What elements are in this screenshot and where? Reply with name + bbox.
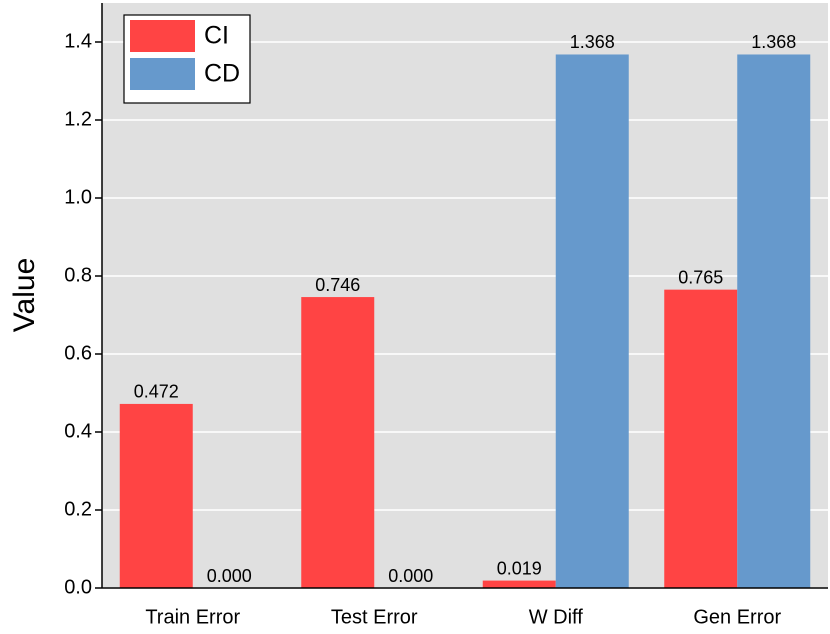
bar [301, 297, 375, 588]
bar [555, 54, 629, 589]
y-tick-label: 1.0 [64, 186, 92, 208]
x-tick-label: Gen Error [693, 606, 781, 628]
y-tick-label: 0.2 [64, 498, 92, 520]
x-tick-label: W Diff [529, 606, 584, 628]
value-label: 0.765 [678, 267, 723, 287]
value-label: 1.368 [570, 32, 615, 52]
legend-swatch [130, 20, 195, 52]
y-tick-label: 1.2 [64, 108, 92, 130]
y-tick-label: 0.0 [64, 576, 92, 598]
y-tick-label: 0.8 [64, 264, 92, 286]
bar [664, 289, 738, 588]
bar [119, 403, 193, 588]
value-label: 0.000 [207, 566, 252, 586]
value-label: 0.019 [497, 558, 542, 578]
value-label: 0.472 [134, 382, 179, 402]
bar [482, 580, 556, 588]
y-tick-label: 1.4 [64, 30, 92, 52]
y-axis-label: Value [8, 258, 41, 333]
legend-swatch [130, 58, 195, 90]
value-label: 1.368 [751, 32, 796, 52]
bar [737, 54, 811, 589]
legend-label: CD [204, 60, 240, 88]
legend-label: CI [204, 22, 229, 50]
value-label: 0.000 [388, 566, 433, 586]
y-tick-label: 0.6 [64, 342, 92, 364]
value-label: 0.746 [315, 275, 360, 295]
x-tick-label: Test Error [331, 606, 418, 628]
y-tick-label: 0.4 [64, 420, 92, 442]
x-tick-label: Train Error [145, 606, 240, 628]
